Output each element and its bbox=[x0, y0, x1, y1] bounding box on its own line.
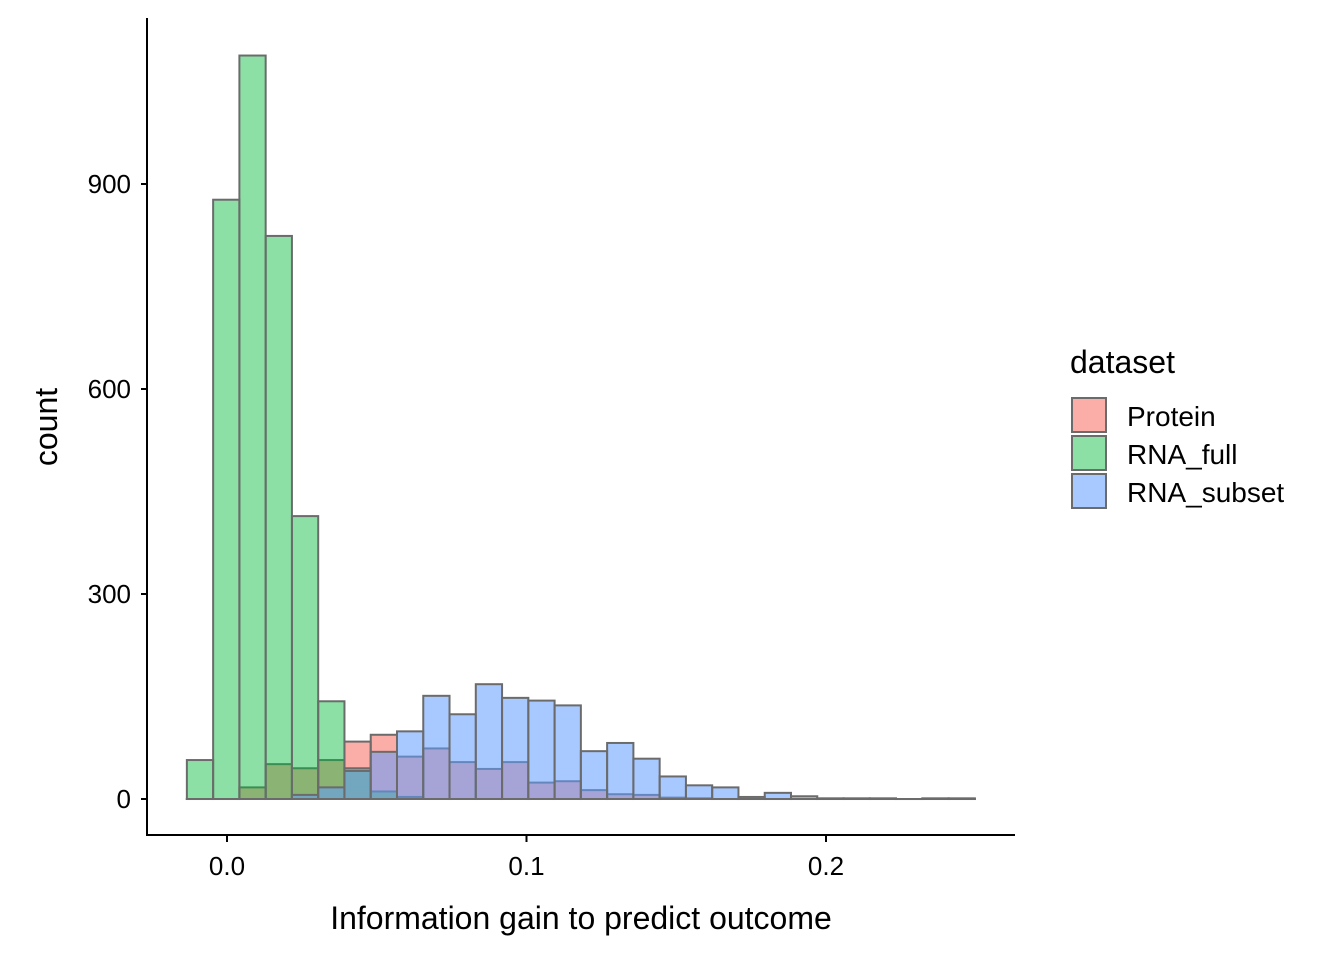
series-rna-full bbox=[187, 56, 975, 799]
bar-rna-full-4 bbox=[292, 516, 318, 799]
bar-rna-subset-4 bbox=[292, 795, 318, 799]
x-ticks: 0.0 0.1 0.2 bbox=[209, 835, 844, 881]
legend-swatch bbox=[1072, 474, 1106, 508]
y-ticks: 0 300 600 900 bbox=[88, 169, 147, 814]
bar-rna-subset-16 bbox=[607, 743, 633, 799]
bar-rna-subset-15 bbox=[581, 751, 607, 799]
bar-rna-subset-19 bbox=[686, 785, 712, 799]
bar-rna-subset-14 bbox=[555, 705, 581, 799]
bar-rna-subset-22 bbox=[765, 793, 791, 799]
bar-rna-subset-17 bbox=[633, 759, 659, 799]
bar-rna-subset-10 bbox=[450, 714, 476, 799]
bar-rna-subset-8 bbox=[397, 731, 423, 799]
bar-rna-subset-21 bbox=[738, 797, 764, 799]
bar-rna-full-5 bbox=[318, 701, 344, 799]
y-axis-label: count bbox=[28, 388, 64, 466]
y-tick-label: 900 bbox=[88, 169, 131, 199]
x-axis-label: Information gain to predict outcome bbox=[330, 900, 832, 936]
legend: dataset Protein RNA_full RNA_subset bbox=[1070, 344, 1284, 508]
bar-rna-subset-11 bbox=[476, 684, 502, 799]
bars-layer bbox=[187, 56, 975, 799]
bar-rna-subset-24 bbox=[817, 798, 843, 799]
y-tick-label: 600 bbox=[88, 374, 131, 404]
bar-rna-subset-5 bbox=[318, 787, 344, 799]
bar-rna-subset-9 bbox=[423, 696, 449, 799]
bar-rna-subset-20 bbox=[712, 787, 738, 799]
legend-label: Protein bbox=[1127, 401, 1216, 432]
legend-label: RNA_full bbox=[1127, 439, 1237, 470]
legend-item-rna-subset: RNA_subset bbox=[1072, 474, 1284, 508]
x-tick-label: 0.1 bbox=[508, 851, 544, 881]
legend-item-rna-full: RNA_full bbox=[1072, 436, 1237, 470]
bar-rna-subset-28 bbox=[922, 798, 948, 799]
bar-rna-full-0 bbox=[187, 760, 213, 799]
bar-rna-full-3 bbox=[266, 236, 292, 799]
bar-rna-subset-26 bbox=[870, 798, 896, 799]
y-tick-label: 0 bbox=[117, 784, 131, 814]
legend-swatch bbox=[1072, 398, 1106, 432]
bar-rna-full-1 bbox=[213, 200, 239, 799]
legend-label: RNA_subset bbox=[1127, 477, 1284, 508]
bar-rna-subset-12 bbox=[502, 698, 528, 799]
bar-rna-subset-18 bbox=[660, 776, 686, 799]
bar-rna-full-2 bbox=[239, 56, 265, 799]
bar-rna-subset-13 bbox=[528, 701, 554, 799]
bar-rna-subset-7 bbox=[371, 752, 397, 799]
legend-item-protein: Protein bbox=[1072, 398, 1216, 432]
x-tick-label: 0.0 bbox=[209, 851, 245, 881]
bar-rna-subset-23 bbox=[791, 796, 817, 799]
bar-rna-subset-6 bbox=[344, 771, 370, 799]
bar-rna-subset-25 bbox=[844, 798, 870, 799]
legend-title: dataset bbox=[1070, 344, 1175, 380]
y-tick-label: 300 bbox=[88, 579, 131, 609]
bar-rna-subset-29 bbox=[949, 798, 975, 799]
x-tick-label: 0.2 bbox=[808, 851, 844, 881]
legend-swatch bbox=[1072, 436, 1106, 470]
